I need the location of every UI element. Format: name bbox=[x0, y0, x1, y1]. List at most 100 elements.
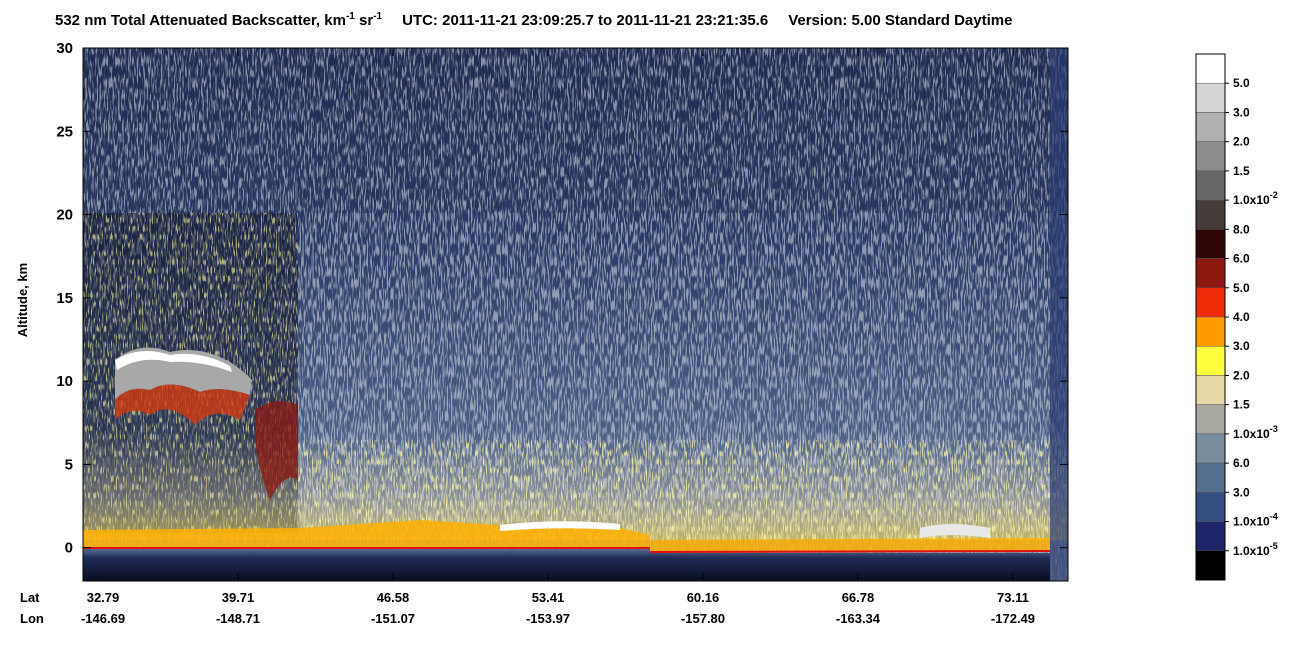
edge-region bbox=[1050, 48, 1068, 581]
colorbar-label-exponent: -3 bbox=[1270, 424, 1278, 434]
colorbar-label: 1.0x10-4 bbox=[1233, 512, 1278, 529]
x-tick-label: -151.07 bbox=[371, 611, 415, 626]
colorbar-label-text: 2.0 bbox=[1233, 135, 1250, 149]
x-tick-label: -148.71 bbox=[216, 611, 260, 626]
cloud bbox=[500, 521, 620, 531]
x-tick-label: 66.78 bbox=[842, 590, 875, 605]
plot-frame bbox=[82, 47, 1069, 582]
colorbar-swatch bbox=[1195, 287, 1226, 318]
x-tick-label: 53.41 bbox=[532, 590, 565, 605]
chart-subtitle: UTC: 2011-11-21 23:09:25.7 to 2011-11-21… bbox=[402, 12, 768, 29]
colorbar-label: 4.0 bbox=[1233, 310, 1250, 324]
colorbar-swatch bbox=[1195, 375, 1226, 405]
colorbar-swatch bbox=[1195, 82, 1226, 113]
colorbar-label: 8.0 bbox=[1233, 222, 1250, 236]
x-tick-label: -153.97 bbox=[526, 611, 570, 626]
colorbar-label-exponent: -5 bbox=[1270, 541, 1278, 551]
title-exponent: -1 bbox=[373, 11, 382, 22]
x-tick-label: -172.49 bbox=[991, 611, 1035, 626]
x-tick-label: 32.79 bbox=[87, 590, 120, 605]
colorbar-label-text: 3.0 bbox=[1233, 105, 1250, 119]
colorbar-swatch bbox=[1195, 345, 1226, 376]
y-tick-label: 20 bbox=[56, 207, 73, 224]
colorbar-label: 5.0 bbox=[1233, 281, 1250, 295]
x-tick-label: 73.11 bbox=[997, 590, 1029, 605]
colorbar-label: 1.5 bbox=[1233, 398, 1250, 412]
colorbar-swatch bbox=[1195, 404, 1226, 435]
colorbar-label-text: 5.0 bbox=[1233, 281, 1250, 295]
colorbar-label: 1.0x10-3 bbox=[1233, 424, 1278, 441]
colorbar-label: 6.0 bbox=[1233, 456, 1250, 470]
colorbar-label-text: 8.0 bbox=[1233, 222, 1250, 236]
x-tick-label: 46.58 bbox=[377, 590, 410, 605]
colorbar-label: 6.0 bbox=[1233, 252, 1250, 266]
aerosol-layer bbox=[83, 520, 1050, 552]
chart-title: 532 nm Total Attenuated Backscatter, km-… bbox=[55, 11, 1012, 29]
colorbar-label: 2.0 bbox=[1233, 368, 1250, 382]
x-tick-label: -157.80 bbox=[681, 611, 725, 626]
colorbar-label: 3.0 bbox=[1233, 105, 1250, 119]
x-row-label: Lon bbox=[20, 611, 44, 626]
y-tick-label: 25 bbox=[56, 123, 73, 140]
colorbar-label: 1.5 bbox=[1233, 164, 1250, 178]
title-text: 532 nm Total Attenuated Backscatter, km bbox=[55, 12, 346, 29]
y-tick-label: 15 bbox=[56, 290, 73, 307]
y-tick-label: 5 bbox=[65, 456, 73, 473]
plot-area bbox=[83, 48, 1068, 581]
cloud bbox=[255, 401, 298, 500]
x-tick-label: -163.34 bbox=[836, 611, 881, 626]
colorbar-label-exponent: -2 bbox=[1270, 190, 1278, 200]
colorbar-label-text: 3.0 bbox=[1233, 485, 1250, 499]
colorbar-label-text: 6.0 bbox=[1233, 456, 1250, 470]
colorbar-label-text: 6.0 bbox=[1233, 252, 1250, 266]
colorbar-label-text: 4.0 bbox=[1233, 310, 1250, 324]
colorbar-swatch bbox=[1195, 550, 1226, 581]
colorbar-label-text: 1.0x10 bbox=[1233, 515, 1270, 529]
colorbar-label-text: 1.0x10 bbox=[1233, 544, 1270, 558]
y-axis-label: Altitude, km bbox=[15, 263, 30, 337]
colorbar-swatch bbox=[1195, 199, 1226, 230]
colorbar-label-text: 1.0x10 bbox=[1233, 193, 1270, 207]
colorbar-swatch bbox=[1195, 141, 1226, 172]
colorbar-label: 3.0 bbox=[1233, 485, 1250, 499]
surface-line bbox=[83, 547, 1051, 553]
x-row-label: Lat bbox=[20, 590, 40, 605]
x-tick-label: 60.16 bbox=[687, 590, 720, 605]
colorbar-label-text: 2.0 bbox=[1233, 368, 1250, 382]
colorbar-label: 1.0x10-2 bbox=[1233, 190, 1278, 207]
colorbar-label-text: 1.5 bbox=[1233, 164, 1250, 178]
colorbar-swatch bbox=[1195, 316, 1226, 347]
colorbar-swatch bbox=[1195, 462, 1226, 493]
colorbar-swatch bbox=[1195, 258, 1226, 289]
x-tick-label: 39.71 bbox=[222, 590, 255, 605]
y-tick-label: 10 bbox=[56, 373, 73, 390]
colorbar-label-text: 3.0 bbox=[1233, 339, 1250, 353]
y-tick-label: 30 bbox=[56, 40, 73, 57]
colorbar-frame bbox=[1195, 53, 1226, 581]
colorbar-swatch bbox=[1195, 492, 1226, 522]
colorbar-label-text: 5.0 bbox=[1233, 76, 1250, 90]
colorbar-swatch bbox=[1195, 112, 1226, 142]
title-unit: sr bbox=[355, 12, 374, 29]
colorbar-swatch bbox=[1195, 53, 1226, 84]
colorbar-label: 2.0 bbox=[1233, 135, 1250, 149]
colorbar-label-text: 1.0x10 bbox=[1233, 427, 1270, 441]
noise bbox=[83, 48, 1068, 213]
version-text: Version: 5.00 Standard Daytime bbox=[788, 12, 1012, 29]
colorbar-swatch bbox=[1195, 433, 1226, 464]
x-tick-label: -146.69 bbox=[81, 611, 125, 626]
subsurface bbox=[83, 548, 1050, 581]
title-exponent: -1 bbox=[346, 11, 355, 22]
cloud bbox=[115, 351, 232, 372]
colorbar-label: 1.0x10-5 bbox=[1233, 541, 1278, 558]
colorbar-swatch bbox=[1195, 521, 1226, 552]
colorbar-label: 3.0 bbox=[1233, 339, 1250, 353]
colorbar-label-text: 1.5 bbox=[1233, 398, 1250, 412]
cloud-base bbox=[115, 384, 250, 425]
cloud bbox=[920, 524, 990, 538]
colorbar-label-exponent: -4 bbox=[1270, 512, 1278, 522]
y-tick-label: 0 bbox=[65, 540, 73, 557]
colorbar-label: 5.0 bbox=[1233, 76, 1250, 90]
